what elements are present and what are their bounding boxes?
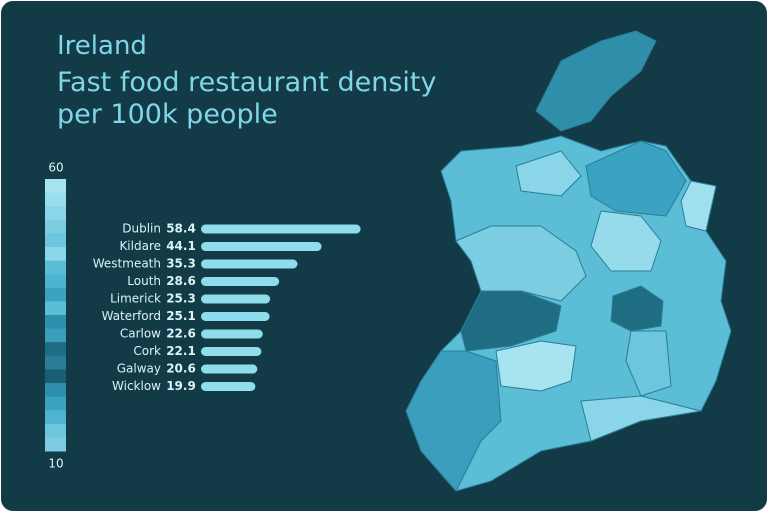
value-label: 58.4: [166, 222, 196, 236]
colorbar-stripe: [45, 192, 66, 207]
map-region: [580, 395, 702, 442]
value-label: 20.6: [166, 362, 196, 376]
map-region: [680, 180, 717, 232]
colorbar-stripe: [45, 315, 66, 330]
bar: [201, 224, 361, 234]
category-label: Wicklow: [112, 379, 161, 393]
category-label: Dublin: [122, 222, 161, 236]
map-region: [460, 290, 562, 352]
category-label: Limerick: [110, 292, 161, 306]
category-label: Westmeath: [93, 257, 161, 271]
category-label: Louth: [127, 274, 161, 288]
bar: [201, 312, 270, 321]
colorbar-stripe: [45, 260, 66, 275]
map-region: [625, 330, 672, 397]
map-region: [455, 225, 587, 302]
bar: [201, 382, 256, 391]
value-label: 25.1: [166, 309, 196, 323]
bar: [201, 242, 322, 251]
colorbar-stripe: [45, 287, 66, 302]
colorbar-stripe: [45, 179, 66, 194]
colorbar-max-label: 60: [48, 161, 63, 175]
bar: [201, 294, 271, 304]
colorbar-stripe: [45, 410, 66, 425]
value-label: 22.6: [166, 327, 196, 341]
bar: [201, 347, 262, 356]
category-label: Cork: [133, 344, 161, 358]
colorbar-stripe: [45, 383, 66, 398]
map-region: [590, 210, 662, 272]
value-label: 35.3: [166, 257, 196, 271]
category-label: Waterford: [102, 309, 161, 323]
colorbar-stripe: [45, 423, 66, 438]
map-region: [585, 140, 687, 217]
value-label: 28.6: [166, 274, 196, 288]
colorbar-stripe: [45, 301, 66, 316]
map-region: [515, 150, 582, 197]
colorbar-stripe: [45, 355, 66, 370]
colorbar-min-label: 10: [48, 457, 63, 471]
map-region: [405, 350, 502, 492]
colorbar-stripe: [45, 206, 66, 221]
colorbar-stripe: [45, 233, 66, 248]
bar: [201, 329, 263, 339]
value-label: 19.9: [166, 379, 196, 393]
bar: [201, 259, 298, 269]
value-label: 22.1: [166, 344, 196, 358]
value-label: 25.3: [166, 292, 196, 306]
colorbar-stripe: [45, 396, 66, 411]
colorbar-stripe: [45, 328, 66, 343]
map-region: [535, 30, 657, 132]
colorbar-stripe: [45, 342, 66, 357]
bar: [201, 364, 258, 374]
ireland-map: [405, 30, 732, 492]
category-label: Galway: [117, 362, 161, 376]
chart-title: Ireland: [57, 31, 147, 61]
map-region: [610, 285, 664, 332]
colorbar-stripe: [45, 219, 66, 234]
map-region: [495, 340, 577, 392]
category-label: Kildare: [119, 239, 161, 253]
bar: [201, 277, 280, 286]
colorbar-stripe: [45, 247, 66, 262]
colorbar-stripe: [45, 369, 66, 384]
colorbar-stripe: [45, 437, 66, 452]
chart-subtitle: Fast food restaurant density per 100k pe…: [57, 67, 437, 130]
category-label: Carlow: [120, 327, 161, 341]
value-label: 44.1: [166, 239, 196, 253]
colorbar-stripe: [45, 274, 66, 289]
